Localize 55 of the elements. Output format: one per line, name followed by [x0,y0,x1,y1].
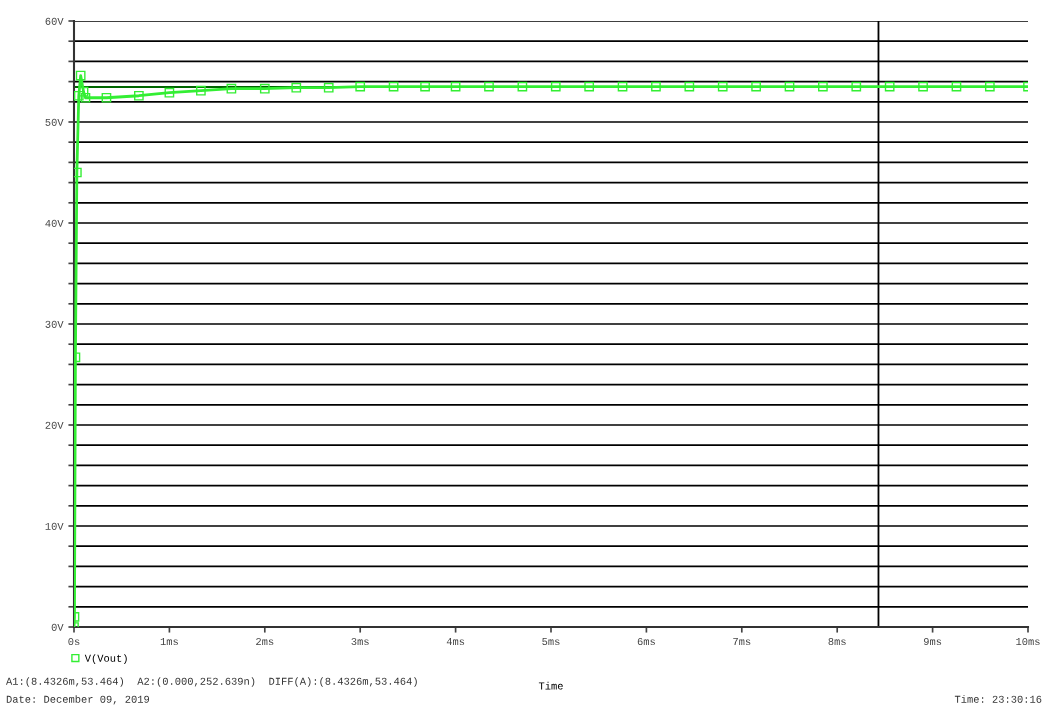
point [818,81,828,92]
point [388,81,399,92]
point [259,83,270,94]
x-tick-label: 4ms [446,638,465,646]
y-tick-label: 0V [51,623,64,631]
point [751,81,761,92]
x-tick-label: 10ms [1016,638,1040,646]
point [323,82,334,93]
point [951,81,962,92]
x-tick-label: 5ms [542,638,560,646]
point [74,90,84,101]
point [684,81,695,92]
text: Date: December 09, 2019 [6,695,150,705]
x-tick-label: 3ms [351,638,369,646]
y-tick-label: 20V [45,421,64,429]
point [291,82,302,93]
point [450,81,461,92]
point [617,81,628,92]
point [884,81,895,92]
x-tick-label: 7ms [733,638,751,646]
x-tick-label: 2ms [256,638,274,646]
point [717,81,728,92]
x-tick-label: 6ms [637,638,655,646]
point [355,81,366,92]
x-tick-label: 8ms [828,638,846,646]
legend-label: V(Vout) [84,654,127,664]
y-tick-label: 10V [45,522,64,530]
x-axis-title: Time [538,681,563,690]
y-tick-label: 50V [45,118,64,126]
y-tick-label: 30V [45,320,64,328]
x-tick-label: 0s [68,638,80,646]
point [196,85,206,96]
x-tick-label: 9ms [923,638,942,646]
x-tick-label: 1ms [160,638,178,646]
point [550,81,561,92]
point [164,87,175,98]
point [784,81,795,92]
y-tick-label: 40V [45,219,64,227]
point [101,92,112,103]
point [78,86,89,97]
text: Time: 23:30:16 [954,695,1042,703]
point [851,81,862,92]
point [75,70,86,81]
point [918,81,928,92]
point [984,81,995,92]
point [226,83,237,94]
point [517,81,528,92]
point [134,90,144,101]
point [584,81,595,92]
point [80,92,91,103]
text: A1:(8.4326m,53.464) A2:(0.000,252.639n) DIFF(A):(8.4326m,53.464) [6,677,417,687]
point [484,81,494,92]
y-tick-label: 60V [45,17,64,25]
point [651,81,661,92]
point [420,81,430,92]
